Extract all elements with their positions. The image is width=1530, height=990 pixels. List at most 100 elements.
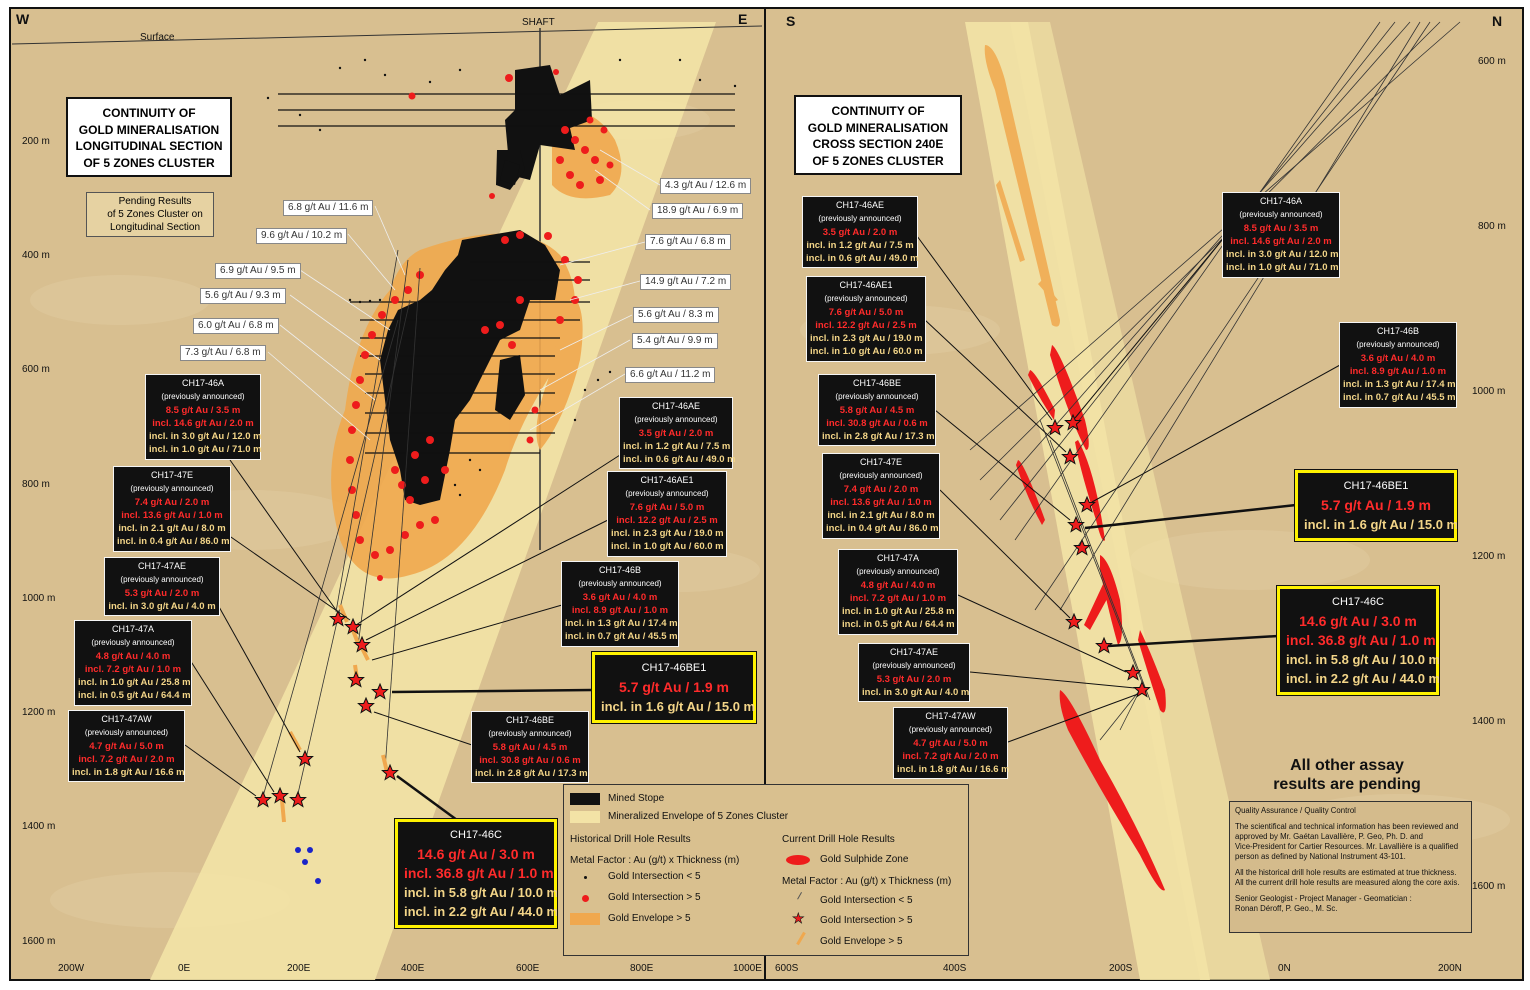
sulphide-icon	[786, 855, 810, 865]
hole-id: CH17-47AW	[101, 714, 152, 724]
assay-line: incl. in 1.3 g/t Au / 17.4 m	[565, 618, 678, 630]
black-dot-icon	[584, 876, 587, 879]
left-intersection-stars	[254, 609, 399, 808]
assay-line: incl. in 5.8 g/t Au / 10.0 m	[1286, 652, 1441, 667]
hole-note: (previously announced)	[839, 471, 923, 481]
legend-envelope: Mineralized Envelope of 5 Zones Cluster	[608, 811, 789, 822]
title-line: LONGITUDINAL SECTION	[75, 139, 223, 153]
hole-id: CH17-46C	[1332, 596, 1384, 608]
qa-line: person as defined by National Instrument…	[1235, 852, 1406, 861]
left-callout-arrows	[184, 454, 621, 822]
right-callout-arrows	[916, 235, 1341, 743]
right-drill-box-ch17-46a: CH17-46A (previously announced) 8.5 g/t …	[1222, 192, 1340, 278]
assay-line: incl. in 0.7 g/t Au / 45.5 m	[565, 631, 678, 643]
x-label: 200N	[1438, 963, 1462, 974]
legend-current-title: Current Drill Hole Results	[782, 834, 895, 845]
depth-label: 800 m	[1478, 221, 1506, 232]
x-label: 600E	[516, 963, 540, 974]
hole-note: (previously announced)	[818, 214, 902, 224]
assay-line: incl. 13.6 g/t Au / 1.0 m	[830, 496, 932, 508]
depth-label: 600 m	[22, 364, 50, 375]
x-label: 200W	[58, 963, 85, 974]
hole-id: CH17-47A	[111, 624, 155, 634]
assay-line: incl. in 1.0 g/t Au / 25.8 m	[78, 677, 191, 689]
hole-id: CH17-46C	[450, 829, 502, 841]
assay-line: incl. in 3.0 g/t Au / 4.0 m	[862, 686, 970, 698]
right-intersection-stars	[1046, 413, 1151, 698]
assay-line: incl. in 1.8 g/t Au / 16.6 m	[72, 767, 185, 779]
historical-label: 14.9 g/t Au / 7.2 m	[640, 274, 732, 290]
historical-label: 6.8 g/t Au / 11.6 m	[283, 200, 374, 216]
hole-note: (previously announced)	[1239, 210, 1323, 220]
qa-line: Senior Geologist - Project Manager - Geo…	[1235, 894, 1412, 903]
legend-gold-env: Gold Envelope > 5	[608, 913, 691, 924]
drill-box-ch17-46c: CH17-46C 14.6 g/t Au / 3.0 m incl. 36.8 …	[394, 818, 558, 929]
left-axis-labels: 200 m 400 m 600 m 800 m 1000 m 1200 m 14…	[22, 136, 762, 974]
assay-line: incl. in 1.0 g/t Au / 71.0 m	[1226, 262, 1339, 274]
current-gold-envelope-dashes	[280, 604, 389, 823]
pending-line: Longitudinal Section	[109, 222, 201, 233]
assay-line: incl. 7.2 g/t Au / 2.0 m	[78, 753, 175, 765]
x-label: 200S	[1109, 963, 1133, 974]
assay-line: incl. in 3.0 g/t Au / 4.0 m	[108, 600, 216, 612]
right-drill-box-ch17-47aw: CH17-47AW (previously announced) 4.7 g/t…	[893, 707, 1010, 780]
historical-red-dots	[346, 69, 614, 581]
hole-note: (previously announced)	[835, 392, 919, 402]
assay-line: 4.7 g/t Au / 5.0 m	[89, 740, 164, 752]
hole-id: CH17-46BE1	[641, 662, 707, 674]
hole-id: CH17-46A	[181, 378, 225, 388]
legend-gold-gt5: Gold Intersection > 5	[608, 892, 701, 903]
drill-box-ch17-47a: CH17-47A (previously announced) 4.8 g/t …	[74, 620, 192, 706]
assay-line: incl. in 3.0 g/t Au / 12.0 m	[149, 431, 262, 443]
drill-box-ch17-46ae1: CH17-46AE1 (previously announced) 7.6 g/…	[607, 471, 727, 557]
depth-label: 1400 m	[1472, 716, 1505, 727]
legend-gold-lt5: Gold Intersection < 5	[608, 871, 701, 882]
hole-note: (previously announced)	[84, 728, 169, 738]
left-title-box: CONTINUITY OF GOLD MINERALISATION LONGIT…	[66, 97, 232, 177]
hole-id: CH17-46A	[1259, 196, 1303, 206]
right-drill-traces	[969, 21, 1461, 741]
title-line: GOLD MINERALISATION	[78, 122, 220, 137]
assay-line: incl. 30.8 g/t Au / 0.6 m	[826, 417, 928, 429]
historical-label: 6.6 g/t Au / 11.2 m	[625, 367, 716, 383]
hole-note: (previously announced)	[824, 294, 908, 304]
title-line: GOLD MINERALISATION	[807, 120, 949, 135]
hole-id: CH17-46AE1	[839, 280, 893, 290]
pending-results-box: Pending Results of 5 Zones Cluster on Lo…	[86, 192, 214, 237]
drill-box-ch17-47e: CH17-47E (previously announced) 7.4 g/t …	[113, 466, 231, 552]
qa-line: Ronan Déroff, P. Geo., M. Sc.	[1235, 904, 1338, 913]
title-line: CONTINUITY OF	[102, 106, 196, 120]
assay-line: incl. 8.9 g/t Au / 1.0 m	[571, 604, 669, 616]
assay-line: incl. in 0.7 g/t Au / 45.5 m	[1343, 392, 1456, 404]
assay-line: incl. in 2.2 g/t Au / 44.0 m	[1286, 671, 1441, 686]
assay-line: incl. in 1.6 g/t Au / 15.0 m	[1304, 517, 1459, 532]
hole-note: (previously announced)	[1356, 340, 1440, 350]
assay-line: incl. in 1.2 g/t Au / 7.5 m	[806, 239, 914, 251]
right-drill-box-ch17-47ae: CH17-47AE (previously announced) 5.3 g/t…	[858, 643, 970, 703]
assay-line: 5.8 g/t Au / 4.5 m	[839, 404, 915, 416]
depth-label: 1400 m	[22, 821, 55, 832]
drill-box-ch17-46b: CH17-46B (previously announced) 3.6 g/t …	[561, 561, 679, 647]
x-label: 0E	[178, 963, 191, 974]
hole-id: CH17-46B	[1376, 326, 1420, 336]
hole-id: CH17-47AE	[137, 561, 187, 571]
qa-line: All the current drill hole results are m…	[1235, 878, 1460, 887]
x-label: 1000E	[733, 963, 762, 974]
assay-line: incl. in 0.6 g/t Au / 49.0 m	[806, 253, 919, 265]
hole-note: (previously announced)	[872, 661, 956, 671]
x-label: 800E	[630, 963, 654, 974]
drill-box-ch17-46be1: CH17-46BE1 5.7 g/t Au / 1.9 m incl. in 1…	[591, 651, 757, 724]
x-label: 400E	[401, 963, 425, 974]
x-label: 400S	[943, 963, 967, 974]
hole-id: CH17-47AE	[889, 647, 939, 657]
red-dot-icon	[582, 895, 589, 902]
assay-line: 3.6 g/t Au / 4.0 m	[1360, 352, 1436, 364]
x-label: 600S	[775, 963, 799, 974]
assay-line: incl. in 0.6 g/t Au / 49.0 m	[623, 454, 736, 466]
hole-note: (previously announced)	[130, 484, 214, 494]
historical-leader-lines	[267, 149, 661, 441]
mined-stope-swatch	[570, 793, 600, 805]
assay-line: 4.8 g/t Au / 4.0 m	[860, 579, 936, 591]
assay-line: incl. 13.6 g/t Au / 1.0 m	[121, 509, 223, 521]
